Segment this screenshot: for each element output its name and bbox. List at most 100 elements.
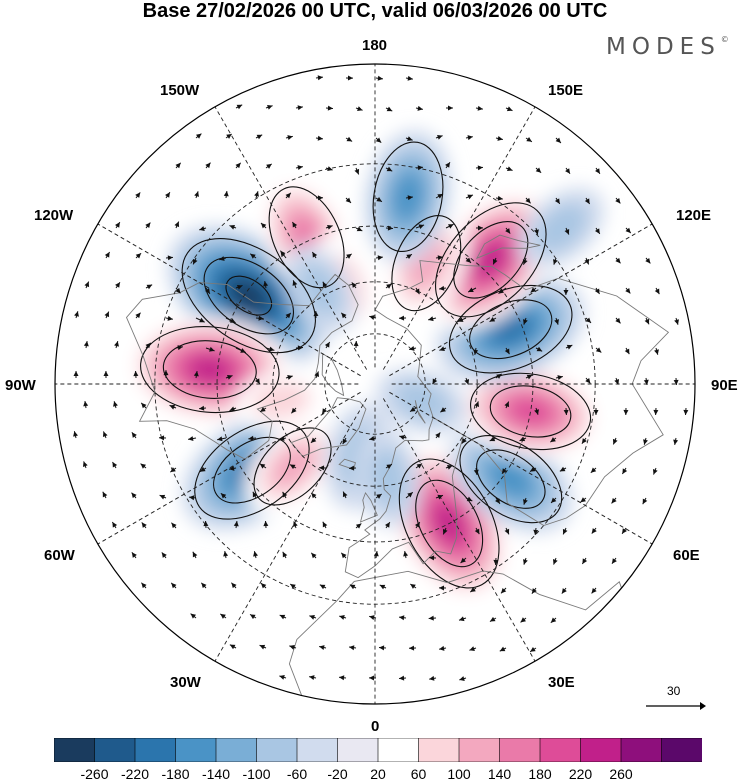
contour-line	[476, 449, 546, 509]
colorbar-tick: 100	[447, 766, 471, 782]
wind-arrow	[102, 431, 108, 439]
wind-arrow	[623, 407, 629, 416]
wind-arrow	[611, 497, 617, 504]
wind-arrow	[525, 136, 533, 143]
wind-arrow	[280, 250, 287, 259]
colorbar-tick: 20	[370, 766, 386, 782]
wind-arrow	[428, 615, 437, 621]
wind-arrow	[225, 374, 233, 380]
wind-arrow	[103, 370, 109, 379]
wind-arrow	[369, 435, 377, 441]
wind-arrow	[295, 105, 303, 111]
colorbar-swatch	[256, 738, 298, 762]
coastline	[125, 273, 359, 460]
wind-arrow	[235, 162, 242, 169]
colorbar-swatch	[54, 738, 96, 762]
wind-arrow	[295, 345, 304, 351]
wind-arrow	[260, 222, 267, 229]
wind-arrow	[584, 197, 591, 205]
contour-line	[253, 427, 332, 506]
wind-arrow	[195, 133, 202, 139]
wind-arrow	[495, 135, 503, 141]
wind-arrow	[435, 432, 441, 439]
wind-arrow	[368, 675, 377, 681]
wind-arrow	[439, 285, 447, 291]
wind-arrow	[435, 255, 444, 261]
contour-line	[194, 420, 310, 520]
wind-arrow	[285, 135, 293, 140]
wind-arrow	[435, 134, 443, 140]
wind-arrow	[279, 614, 287, 620]
colorbar-swatch	[499, 738, 541, 762]
wind-arrow	[375, 137, 382, 144]
wind-arrow	[643, 377, 649, 385]
colorbar-swatch	[175, 738, 217, 762]
wind-arrow	[505, 166, 513, 172]
wind-arrow	[504, 527, 510, 535]
wind-arrow	[563, 407, 569, 416]
wind-arrow	[219, 256, 227, 261]
brand-mark: ©	[720, 35, 729, 44]
coastline	[344, 416, 465, 579]
wind-arrow	[379, 584, 387, 590]
wind-arrow	[255, 134, 263, 140]
wind-arrow	[289, 645, 297, 650]
wind-arrow	[84, 281, 90, 289]
wind-arrow	[415, 105, 423, 111]
lon-label-90w: 90W	[5, 377, 36, 394]
wind-arrow	[435, 193, 444, 199]
wind-arrow	[263, 520, 269, 529]
contour-line	[268, 186, 345, 289]
lon-label-60e: 60E	[673, 547, 700, 564]
colorbar-tick: 220	[568, 766, 593, 782]
wind-arrow	[590, 467, 597, 474]
wind-arrow	[595, 167, 601, 175]
colorbar-tick: -220	[120, 766, 150, 782]
wind-arrow	[141, 582, 147, 589]
wind-arrow	[565, 344, 573, 350]
wind-arrow	[428, 316, 437, 322]
colorbar-tick: -20	[327, 766, 348, 782]
wind-arrow	[625, 287, 631, 294]
wind-arrow	[405, 491, 414, 499]
wind-arrow	[315, 75, 324, 81]
wind-arrow	[559, 466, 567, 472]
wind-arrow	[131, 432, 137, 439]
wind-arrow	[612, 437, 618, 445]
wind-arrow	[467, 287, 477, 293]
wind-arrow	[465, 194, 474, 200]
wind-arrow	[445, 161, 451, 169]
wind-arrow	[673, 377, 679, 386]
wind-arrow	[398, 615, 407, 621]
colorbar-tick: 260	[609, 766, 633, 782]
wind-arrow	[594, 287, 600, 295]
wind-arrow	[473, 347, 479, 355]
wind-arrow	[585, 317, 592, 324]
wind-arrow	[200, 582, 207, 589]
wind-arrow	[259, 407, 267, 413]
wind-arrow	[562, 527, 568, 535]
wind-arrow	[355, 523, 362, 529]
wind-arrow	[235, 284, 243, 290]
colorbar-tick: -260	[80, 766, 109, 782]
wind-arrow	[345, 136, 353, 142]
coastline	[359, 491, 378, 523]
wind-arrow	[253, 551, 258, 559]
wind-arrow	[192, 551, 198, 559]
wind-arrow	[565, 167, 571, 175]
wind-arrow	[133, 370, 139, 379]
colorbar-tick: 140	[487, 766, 512, 782]
wind-arrow	[175, 287, 181, 294]
wind-arrow	[615, 257, 621, 264]
wind-arrow	[310, 552, 317, 559]
wind-arrow	[457, 317, 467, 323]
wind-arrow	[225, 317, 236, 324]
wind-arrow	[525, 197, 531, 204]
reference-vector-arrow	[646, 702, 706, 710]
wind-arrow	[145, 284, 153, 290]
wind-arrow	[165, 191, 171, 199]
wind-arrow	[460, 557, 467, 564]
wind-arrow	[171, 522, 177, 529]
wind-arrow	[534, 407, 539, 415]
